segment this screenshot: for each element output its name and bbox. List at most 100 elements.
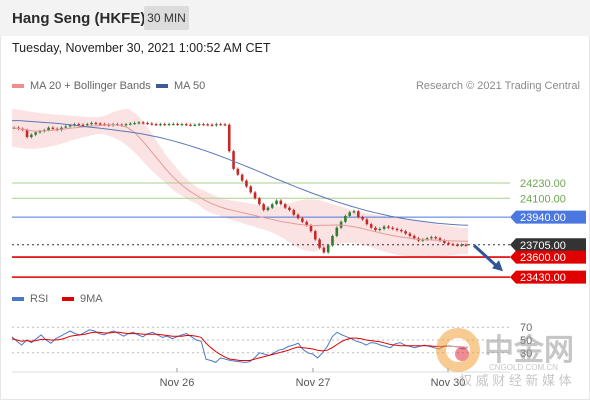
candle-body	[219, 124, 222, 126]
candle-body	[361, 217, 364, 220]
candle-body	[146, 122, 149, 125]
rsi-ref-label: 70	[520, 322, 532, 334]
candle-body	[322, 247, 326, 253]
price-tag-label: 24100.00	[520, 193, 566, 205]
candle-body	[318, 239, 321, 248]
candle-body	[404, 231, 407, 234]
candle-body	[240, 174, 244, 181]
header-bar: Hang Seng (HKFE) 30 MIN	[0, 0, 590, 36]
candle-body	[288, 207, 291, 211]
candle-body	[184, 124, 188, 126]
candle-body	[455, 244, 459, 246]
candle-body	[331, 235, 334, 246]
bollinger-band	[12, 108, 468, 258]
level-lines-layer: 24230.00 24100.00 23940.00 23705.0023600.00…	[12, 178, 586, 284]
price-tag-label: 23940.00	[520, 212, 566, 224]
candle-body	[335, 227, 339, 236]
candle-body	[357, 211, 360, 218]
candle-body	[292, 210, 296, 215]
candle-body	[60, 127, 63, 131]
candle-body	[447, 242, 450, 245]
rsi-ref-label: 50	[520, 335, 532, 347]
candle-body	[197, 124, 201, 126]
candle-body	[189, 124, 192, 126]
9ma-swatch	[62, 297, 74, 302]
candle-body	[137, 122, 141, 124]
candle-body	[245, 180, 248, 187]
candle-body	[262, 204, 265, 211]
legend-label: RSI	[30, 293, 49, 305]
price-tag: 23600.00	[510, 250, 586, 264]
ma50-swatch	[156, 84, 168, 89]
x-axis-label: Nov 30	[431, 377, 466, 389]
ma20-swatch	[12, 84, 24, 89]
ma20-line	[11, 124, 469, 242]
candle-body	[270, 204, 274, 208]
x-axis-label: Nov 26	[160, 377, 195, 389]
candle-body	[309, 225, 313, 232]
candle-body	[412, 235, 416, 239]
candle-body	[172, 123, 175, 126]
candle-body	[451, 244, 455, 246]
legend-label: MA 50	[174, 80, 206, 92]
bollinger-band-layer	[12, 108, 468, 258]
candle-body	[98, 123, 102, 125]
candle-body	[215, 124, 218, 126]
rsi-series-rsi	[11, 329, 469, 363]
candle-body	[176, 123, 179, 126]
candle-body	[227, 124, 231, 152]
price-tag: 23940.00	[510, 210, 586, 224]
candle-body	[387, 226, 390, 228]
forecast-arrow-head	[492, 260, 503, 272]
candle-body	[249, 186, 253, 193]
candle-body	[283, 204, 287, 208]
forecast-arrow-shaft	[472, 244, 501, 270]
legend-label: 9MA	[80, 293, 103, 305]
candle-body	[77, 124, 80, 126]
candle-body	[159, 124, 162, 126]
candle-body	[206, 124, 210, 126]
candle-body	[279, 200, 283, 205]
candle-body	[25, 130, 29, 138]
candle-body	[154, 124, 158, 126]
price-tag-bg	[510, 250, 586, 264]
candle-body	[38, 131, 42, 133]
legend-label: MA 20 + Bollinger Bands	[30, 80, 151, 92]
rsi-series-9ma	[11, 331, 468, 361]
price-tag: 24100.00	[520, 193, 566, 205]
watermark-logo-dot	[455, 347, 469, 361]
price-tag-label: 23705.00	[520, 240, 566, 252]
price-tag: 23430.00	[510, 270, 586, 284]
candle-body	[180, 124, 184, 126]
ma50-line	[12, 120, 469, 226]
candle-body	[73, 124, 76, 126]
candle-body	[425, 238, 429, 240]
candle-body	[68, 125, 72, 127]
candle-body	[305, 221, 308, 226]
instrument-title: Hang Seng (HKFE)	[12, 10, 146, 27]
candle-body	[395, 228, 399, 231]
rsi-swatch	[12, 297, 24, 302]
candle-body	[430, 237, 433, 239]
research-credit: Research © 2021 Trading Central	[415, 80, 580, 92]
candle-body	[202, 124, 205, 126]
price-tag-label: 23600.00	[520, 252, 566, 264]
candle-body	[352, 211, 356, 213]
x-axis-label: Nov 27	[296, 377, 331, 389]
candle-body	[94, 122, 98, 125]
timeframe-button[interactable]: 30 MIN	[144, 6, 189, 30]
price-tag-bg	[510, 270, 586, 284]
candle-body	[30, 134, 33, 138]
watermark-logo: 中金网 CNGOLD.COM.CN 权 威 财 经 新 媒 体	[436, 328, 574, 388]
candle-body	[378, 228, 382, 231]
candle-body	[90, 122, 93, 125]
price-tag: 23705.00	[510, 238, 586, 252]
candle-body	[258, 198, 261, 205]
candle-body	[64, 126, 68, 128]
candle-body	[81, 124, 85, 126]
candle-body	[443, 240, 446, 243]
price-tag-label: 23430.00	[520, 272, 566, 284]
candle-body	[163, 124, 167, 126]
